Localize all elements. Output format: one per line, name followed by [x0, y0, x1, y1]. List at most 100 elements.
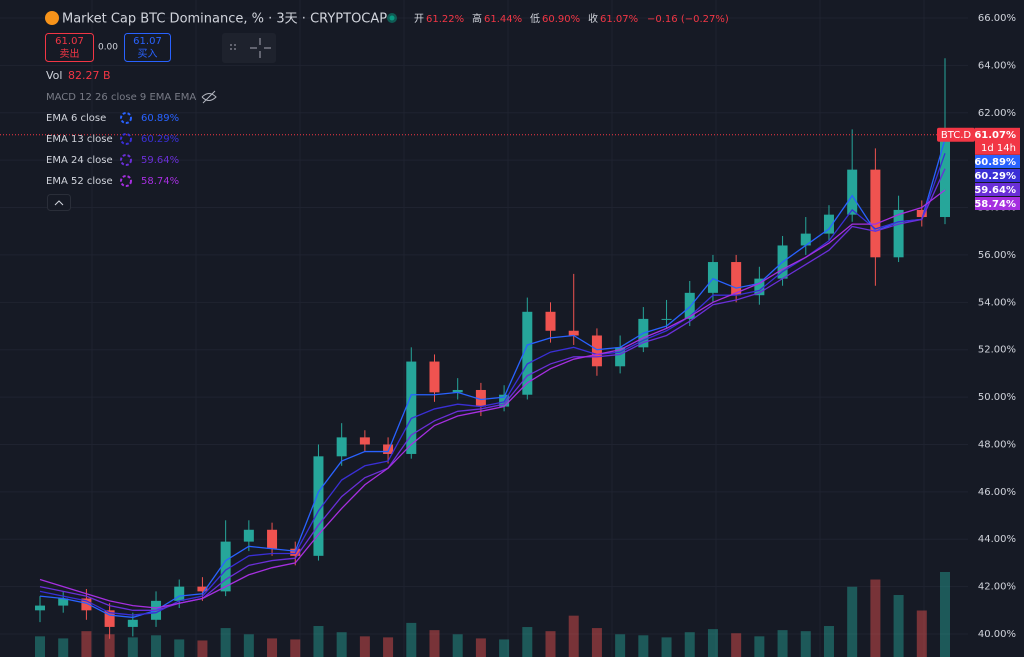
candle-body — [429, 361, 440, 393]
candle-body — [823, 214, 834, 234]
legend-value: 60.29% — [141, 134, 179, 145]
volume-bar — [290, 639, 301, 657]
candle-body — [731, 262, 742, 296]
volume-bar — [823, 626, 834, 657]
ohlc-label: 高 — [472, 12, 482, 25]
volume-bar — [916, 610, 927, 657]
axis-value-box — [975, 169, 1020, 182]
toolbar[interactable] — [222, 33, 276, 63]
volume-bar — [522, 627, 533, 657]
y-tick-label: 50.00% — [978, 392, 1016, 403]
candle-body — [104, 610, 115, 627]
candle-body — [475, 389, 486, 407]
y-tick-label: 40.00% — [978, 629, 1016, 640]
buy-button[interactable] — [124, 33, 171, 62]
y-tick-label: 66.00% — [978, 13, 1016, 24]
sell-label[interactable]: 卖出 — [60, 47, 80, 60]
candle-body — [267, 529, 278, 549]
symbol-label: BTC.D — [941, 130, 972, 141]
legend-name[interactable]: EMA 24 close — [46, 155, 113, 166]
volume-bar — [243, 634, 254, 657]
volume-bar — [197, 640, 208, 657]
volume-bar — [893, 595, 904, 657]
volume-bar — [847, 586, 858, 657]
ohlc-value: 60.90% — [542, 14, 580, 25]
y-tick-label: 54.00% — [978, 297, 1016, 308]
legend-icon[interactable] — [120, 154, 132, 166]
candle-body — [568, 330, 579, 336]
volume-bar — [406, 622, 417, 657]
volume-bar — [313, 626, 324, 657]
legend-icon[interactable] — [120, 133, 132, 145]
volume-bar — [638, 635, 649, 657]
change: −0.16 (−0.27%) — [647, 14, 729, 25]
volume-bar — [336, 632, 347, 657]
volume-bar — [475, 638, 486, 657]
ohlc-value: 61.22% — [426, 14, 464, 25]
candle-body — [174, 586, 185, 601]
legend-value: 58.74% — [141, 176, 179, 187]
volume-bar — [870, 579, 881, 657]
legend-icon[interactable] — [120, 175, 132, 187]
buy-label[interactable]: 买入 — [138, 48, 158, 60]
volume-bar — [127, 637, 138, 657]
axis-value-label: 59.64% — [974, 185, 1016, 196]
volume-bar — [731, 633, 742, 657]
axis-value-label: 60.29% — [974, 171, 1016, 182]
macd-legend: MACD 12 26 close 9 EMA EMA — [46, 92, 196, 103]
spread: 0.00 — [98, 43, 118, 53]
ohlc-label: 低 — [530, 12, 540, 25]
candle-body — [940, 134, 950, 218]
legend-name[interactable]: EMA 13 close — [46, 134, 113, 145]
volume-bar — [545, 631, 556, 657]
collapse-button[interactable] — [47, 194, 71, 211]
buy-price[interactable]: 61.07 — [133, 36, 162, 47]
y-tick-label: 42.00% — [978, 582, 1016, 593]
legend-name[interactable]: EMA 52 close — [46, 176, 113, 187]
candle-body — [127, 619, 138, 627]
candle-body — [58, 598, 69, 606]
candle-body — [243, 529, 254, 542]
volume-bar — [684, 632, 695, 657]
candle-body — [893, 209, 904, 258]
last-price-label: 61.07% — [974, 130, 1016, 141]
tool-icon[interactable] — [230, 38, 271, 58]
candle-body — [754, 278, 765, 296]
ohlc-value: 61.44% — [484, 14, 522, 25]
candle-body — [197, 586, 208, 592]
candle-body — [545, 311, 556, 331]
candle-body — [522, 311, 533, 395]
legend-name[interactable]: EMA 6 close — [46, 113, 106, 124]
candle-body — [220, 541, 231, 592]
volume-bar — [452, 634, 463, 657]
sell-button[interactable] — [45, 33, 94, 62]
btc-icon — [45, 11, 59, 25]
ema-line — [39, 153, 946, 616]
plot-layer — [0, 58, 968, 639]
volume-bar — [591, 628, 602, 657]
candle-body — [383, 444, 394, 454]
candle-body — [359, 437, 370, 445]
volume-bar — [267, 638, 278, 657]
volume-bar — [661, 637, 672, 657]
candle-body — [707, 262, 718, 293]
volume-bar — [800, 631, 811, 657]
collapse-icon[interactable] — [54, 200, 64, 206]
candle-body — [81, 598, 92, 611]
volume-bar — [35, 636, 45, 657]
volume-layer — [35, 572, 950, 657]
candle-body — [591, 335, 602, 367]
volume-bar — [359, 636, 370, 657]
legend-value: 59.64% — [141, 155, 179, 166]
y-tick-label: 46.00% — [978, 487, 1016, 498]
symbol-box — [937, 127, 975, 142]
eye-icon[interactable] — [201, 90, 217, 104]
legend-icon[interactable] — [120, 112, 132, 124]
candle-body — [870, 169, 881, 258]
volume-name: Vol — [46, 69, 62, 82]
candle-body — [847, 169, 858, 215]
volume-bar — [104, 634, 115, 657]
y-tick-label: 62.00% — [978, 108, 1016, 119]
sell-price[interactable]: 61.07 — [55, 36, 84, 47]
